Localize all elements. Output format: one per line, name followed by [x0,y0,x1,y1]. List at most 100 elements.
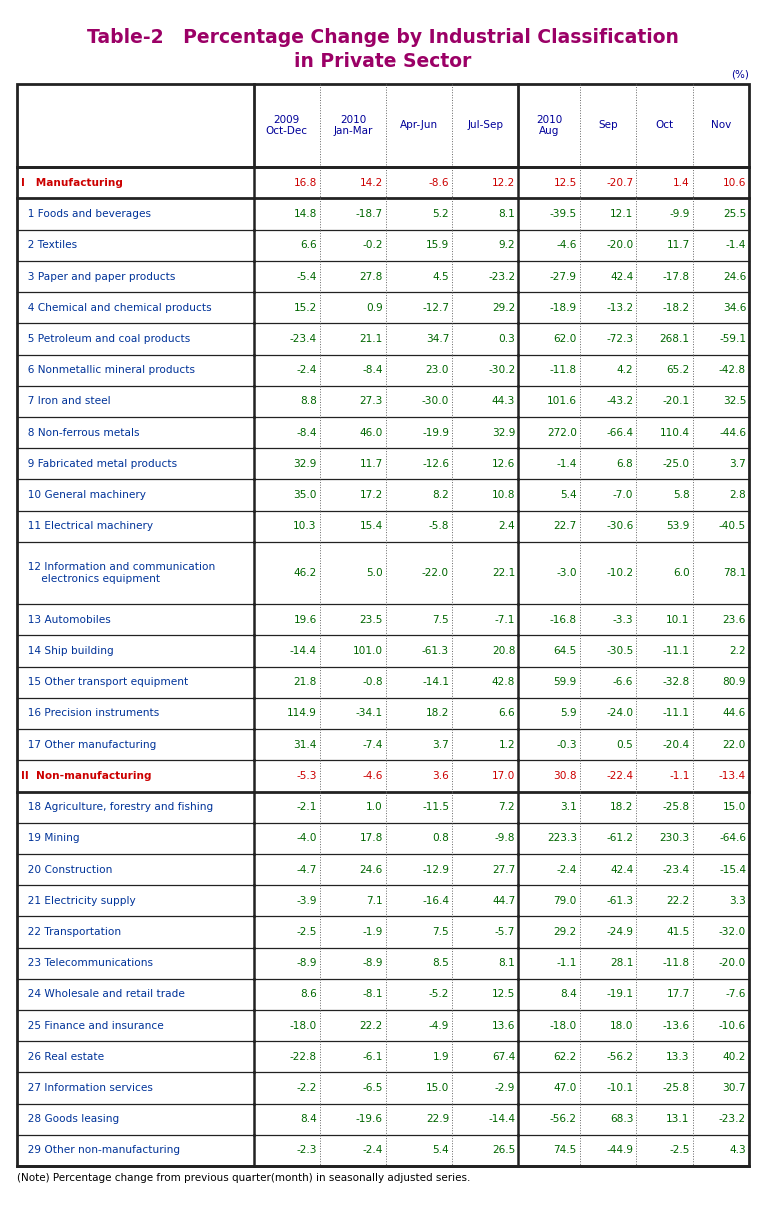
Text: 25 Finance and insurance: 25 Finance and insurance [21,1021,164,1031]
Text: 26 Real estate: 26 Real estate [21,1052,105,1061]
Text: -3.3: -3.3 [613,615,633,625]
Text: -2.5: -2.5 [669,1145,689,1155]
Text: 4.2: 4.2 [617,365,633,375]
Text: 10.8: 10.8 [492,490,516,501]
Text: 6.6: 6.6 [300,240,317,251]
Text: -8.6: -8.6 [429,178,449,188]
Text: 15.9: 15.9 [426,240,449,251]
Text: 62.0: 62.0 [554,333,577,344]
Text: 23.5: 23.5 [359,615,383,625]
Text: 27 Information services: 27 Information services [21,1082,153,1093]
Text: -2.4: -2.4 [557,865,577,875]
Text: 8.4: 8.4 [560,989,577,1000]
Text: -18.7: -18.7 [356,209,383,219]
Text: in Private Sector: in Private Sector [294,52,472,70]
Text: 46.2: 46.2 [293,568,317,578]
Text: -4.0: -4.0 [296,833,317,844]
Text: 1.9: 1.9 [433,1052,449,1061]
Text: -43.2: -43.2 [606,396,633,406]
Text: 32.9: 32.9 [293,459,317,469]
Text: -30.5: -30.5 [606,646,633,656]
Text: -5.8: -5.8 [429,522,449,531]
Text: 22 Transportation: 22 Transportation [21,927,122,937]
Text: -18.9: -18.9 [550,303,577,312]
Text: 23.0: 23.0 [426,365,449,375]
Text: 28 Goods leasing: 28 Goods leasing [21,1114,119,1124]
Text: Sep: Sep [598,121,618,130]
Text: 18.0: 18.0 [610,1021,633,1031]
Text: -18.0: -18.0 [290,1021,317,1031]
Text: -9.8: -9.8 [495,833,516,844]
Text: -2.4: -2.4 [362,1145,383,1155]
Text: -7.1: -7.1 [495,615,516,625]
Text: -1.1: -1.1 [669,771,689,781]
Text: 114.9: 114.9 [287,708,317,718]
Text: -25.8: -25.8 [663,1082,689,1093]
Text: I   Manufacturing: I Manufacturing [21,178,123,188]
Text: 4.3: 4.3 [729,1145,746,1155]
Text: -6.6: -6.6 [613,678,633,688]
Text: -64.6: -64.6 [719,833,746,844]
Text: 4.5: 4.5 [433,272,449,282]
Text: -23.2: -23.2 [719,1114,746,1124]
Text: 19.6: 19.6 [293,615,317,625]
Text: -9.9: -9.9 [669,209,689,219]
Text: -6.1: -6.1 [362,1052,383,1061]
Text: -8.4: -8.4 [362,365,383,375]
Text: 8.6: 8.6 [300,989,317,1000]
Text: 13.6: 13.6 [492,1021,516,1031]
Text: 10 General machinery: 10 General machinery [21,490,146,501]
Text: 64.5: 64.5 [554,646,577,656]
Text: 8.2: 8.2 [432,490,449,501]
Text: Nov: Nov [711,121,731,130]
Text: 1.2: 1.2 [499,739,516,750]
Text: -2.2: -2.2 [296,1082,317,1093]
Text: II  Non-manufacturing: II Non-manufacturing [21,771,152,781]
Text: -5.3: -5.3 [296,771,317,781]
Text: 34.6: 34.6 [722,303,746,312]
Text: -22.0: -22.0 [422,568,449,578]
Text: 0.5: 0.5 [617,739,633,750]
Text: -13.2: -13.2 [606,303,633,312]
Text: (%): (%) [732,70,749,80]
Text: -0.2: -0.2 [362,240,383,251]
Text: 6.8: 6.8 [617,459,633,469]
Text: 42.4: 42.4 [610,865,633,875]
Text: -0.8: -0.8 [362,678,383,688]
Text: -14.4: -14.4 [488,1114,516,1124]
Text: 2010
Aug: 2010 Aug [536,114,562,137]
Text: -19.9: -19.9 [422,428,449,438]
Text: 223.3: 223.3 [547,833,577,844]
Text: 20.8: 20.8 [492,646,516,656]
Text: -61.2: -61.2 [607,833,633,844]
Text: -11.5: -11.5 [422,802,449,812]
Text: -13.6: -13.6 [663,1021,689,1031]
Text: 24.6: 24.6 [360,865,383,875]
Text: -20.0: -20.0 [606,240,633,251]
Text: 7.2: 7.2 [499,802,516,812]
Text: -2.1: -2.1 [296,802,317,812]
Text: 8 Non-ferrous metals: 8 Non-ferrous metals [21,428,140,438]
Text: 272.0: 272.0 [547,428,577,438]
Text: -19.6: -19.6 [356,1114,383,1124]
Text: 29 Other non-manufacturing: 29 Other non-manufacturing [21,1145,181,1155]
Text: 2 Textiles: 2 Textiles [21,240,77,251]
Text: 5.2: 5.2 [433,209,449,219]
Text: 44.6: 44.6 [723,708,746,718]
Text: -12.6: -12.6 [422,459,449,469]
Text: -7.6: -7.6 [725,989,746,1000]
Text: 15 Other transport equipment: 15 Other transport equipment [21,678,188,688]
Text: 24 Wholesale and retail trade: 24 Wholesale and retail trade [21,989,185,1000]
Text: -18.0: -18.0 [550,1021,577,1031]
Text: 8.5: 8.5 [432,958,449,968]
Text: 5.8: 5.8 [673,490,689,501]
Text: 29.2: 29.2 [492,303,516,312]
Text: -16.8: -16.8 [550,615,577,625]
Text: 101.6: 101.6 [547,396,577,406]
Text: 9 Fabricated metal products: 9 Fabricated metal products [21,459,178,469]
Text: 14.2: 14.2 [360,178,383,188]
Text: 11.7: 11.7 [360,459,383,469]
Text: 59.9: 59.9 [554,678,577,688]
Text: 80.9: 80.9 [722,678,746,688]
Text: 4 Chemical and chemical products: 4 Chemical and chemical products [21,303,212,312]
